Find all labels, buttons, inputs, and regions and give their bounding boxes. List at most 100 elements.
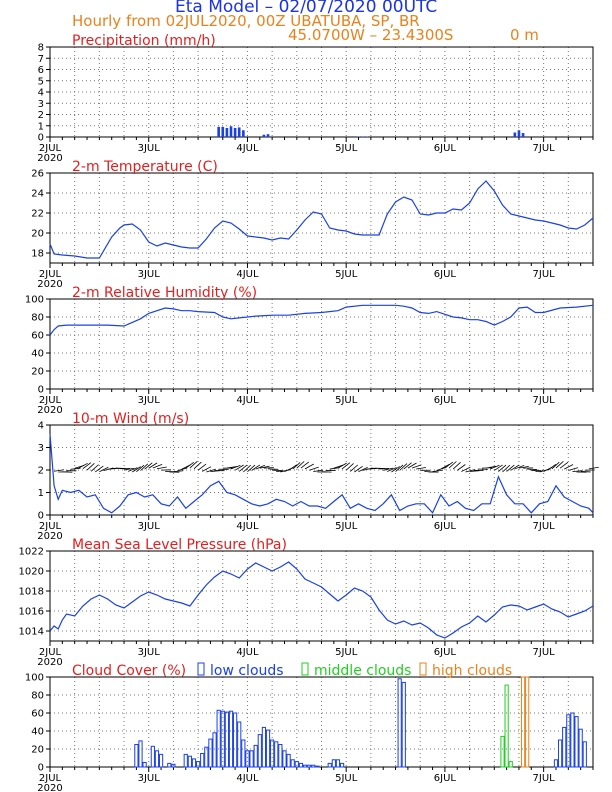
wind-barb xyxy=(465,469,476,473)
cloud-bar-low-clouds xyxy=(401,681,406,768)
cloud-bar-low-clouds xyxy=(311,764,316,768)
wind-barb xyxy=(78,462,88,469)
cloud-bar-low-clouds xyxy=(228,710,234,768)
cloud-bar-low-clouds xyxy=(208,738,213,768)
cloud-bar-low-clouds xyxy=(200,753,205,768)
legend-entry: low clouds xyxy=(210,663,284,679)
mslp-xtick-label: 3JUL xyxy=(138,647,161,658)
cloud-bar-low-clouds xyxy=(562,726,567,768)
wind-xtick-label: 2JUL xyxy=(39,521,62,532)
mslp-ytick-label: 1022 xyxy=(19,547,44,558)
precip-bar xyxy=(217,126,220,137)
cloud-bar-high-clouds xyxy=(525,676,530,768)
cloud-bar-low-clouds xyxy=(249,750,254,768)
wind-title: 10-m Wind (m/s) xyxy=(72,411,189,427)
wind-barb xyxy=(173,470,184,473)
temp-xtick-label: 3JUL xyxy=(138,269,161,280)
wind-barb xyxy=(506,464,515,472)
cloud-bar-low-clouds xyxy=(142,762,147,768)
temp-xtick-label: 2JUL xyxy=(39,269,62,280)
wind-barb xyxy=(313,469,324,472)
cloud-bar-low-clouds xyxy=(220,710,225,768)
cloud-bar-low-clouds xyxy=(582,741,587,768)
wind-barb xyxy=(82,462,92,470)
rh-ytick-label: 40 xyxy=(31,349,44,360)
wind-barb xyxy=(440,463,450,470)
wind-barb xyxy=(452,462,461,470)
cloud-bar-low-clouds xyxy=(134,744,139,768)
mslp-title: Mean Sea Level Pressure (hPa) xyxy=(72,537,287,553)
wind-barb xyxy=(304,463,314,470)
wind-ytick-label: 1 xyxy=(38,488,44,499)
wind-barb xyxy=(387,467,397,472)
cloud-bar-low-clouds xyxy=(245,750,250,768)
temp-ytick-label: 24 xyxy=(31,189,44,200)
temp-xtick-label: 6JUL xyxy=(434,269,457,280)
temp-ytick-label: 22 xyxy=(31,209,44,220)
wind-barb xyxy=(354,465,363,473)
precip-bar xyxy=(225,128,229,137)
wind-barb xyxy=(288,464,297,471)
rh-ytick-label: 0 xyxy=(38,385,44,396)
cloud-ytick-label: 100 xyxy=(25,673,44,684)
cloud-bar-low-clouds xyxy=(233,712,238,768)
rh-xtick-label: 4JUL xyxy=(236,395,259,406)
wind-barb xyxy=(341,462,351,470)
mslp-xtick-label: 4JUL xyxy=(236,647,259,658)
cloud-bar-low-clouds xyxy=(183,753,188,768)
wind-barb xyxy=(395,464,404,472)
wind-barb xyxy=(358,467,368,472)
temp-ytick-label: 18 xyxy=(31,249,44,260)
cloud-bar-low-clouds xyxy=(335,759,341,768)
wind-barb xyxy=(498,464,507,472)
wind-barb xyxy=(416,467,427,470)
wind-barb xyxy=(259,465,270,469)
cloud-bar-low-clouds xyxy=(150,745,155,768)
wind-barb xyxy=(296,461,305,469)
mslp-xtick-label: 2JUL xyxy=(39,647,62,658)
wind-barb xyxy=(128,467,138,472)
wind-barb xyxy=(345,463,354,471)
wind-barb xyxy=(226,466,237,469)
cloud-xtick-label: 6JUL xyxy=(434,773,457,784)
wind-barb xyxy=(230,465,241,470)
wind-barb xyxy=(337,462,347,469)
wind-barb xyxy=(494,464,503,471)
precip-bar xyxy=(357,136,360,137)
precip-xtick-label: 2JUL xyxy=(39,143,62,154)
wind-barb xyxy=(292,462,301,470)
cloud-xtick-label: 4JUL xyxy=(236,773,259,784)
cloud-bar-low-clouds xyxy=(290,759,295,768)
wind-barb xyxy=(140,463,149,471)
cloud-bar-low-clouds xyxy=(216,709,221,768)
wind-ytick-label: 0 xyxy=(38,511,44,522)
mslp-ytick-label: 1020 xyxy=(19,567,44,578)
cloud-bar-low-clouds xyxy=(154,750,160,768)
cloud-year-label: 2020 xyxy=(37,783,62,792)
cloud-bar-low-clouds xyxy=(298,762,304,768)
cloud-bar-low-clouds xyxy=(253,744,258,768)
temp-xtick-label: 4JUL xyxy=(236,269,259,280)
wind-barb xyxy=(469,470,480,472)
cloud-bar-low-clouds xyxy=(257,734,262,768)
wind-barb xyxy=(136,464,145,472)
wind-year-label: 2020 xyxy=(37,531,62,542)
wind-barb xyxy=(555,461,564,469)
wind-barb xyxy=(391,466,400,473)
rh-xtick-label: 7JUL xyxy=(533,395,556,406)
precip-bar xyxy=(242,130,245,137)
wind-barb xyxy=(572,470,583,473)
wind-barb xyxy=(407,462,417,469)
cloud-bar-low-clouds xyxy=(167,762,172,768)
wind-barb xyxy=(185,461,195,469)
wind-barb xyxy=(502,464,511,473)
precip-ytick-label: 5 xyxy=(38,76,44,87)
mslp-ytick-label: 1014 xyxy=(19,627,44,638)
wind-ytick-label: 3 xyxy=(38,443,44,454)
cloud-bar-low-clouds xyxy=(171,763,176,768)
cloud-xtick-label: 2JUL xyxy=(39,773,62,784)
cloud-bar-low-clouds xyxy=(195,761,201,768)
wind-barb xyxy=(197,463,207,471)
wind-series-line xyxy=(49,433,594,514)
rh-title: 2-m Relative Humidity (%) xyxy=(72,285,257,301)
